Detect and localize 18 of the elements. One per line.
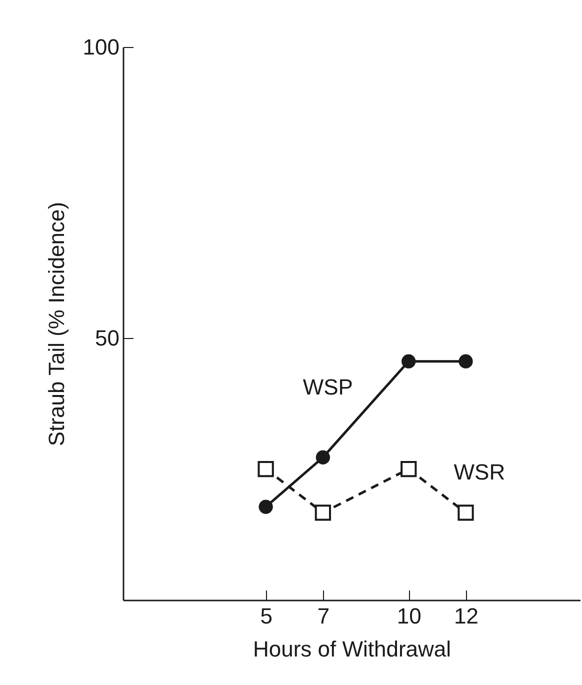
series-label: WSP [302, 374, 353, 400]
point [258, 500, 273, 514]
point [258, 460, 274, 478]
y-axis-title: Straub Tail (% Incidence) [44, 202, 69, 446]
x-tick-label: 12 [454, 604, 478, 628]
y-tick-label: 50 [95, 326, 120, 351]
point [458, 504, 474, 521]
point [316, 450, 330, 464]
x-tick-label: 5 [260, 604, 272, 628]
x-tick-label: 10 [396, 604, 422, 628]
point [400, 460, 417, 478]
x-tick-label: 7 [317, 604, 330, 628]
point [314, 504, 332, 521]
series-label: WSR [454, 460, 506, 485]
point [402, 354, 416, 368]
point [458, 354, 473, 368]
y-tick-label: 100 [82, 34, 120, 60]
x-axis-title: Hours of Withdrawal [252, 636, 452, 662]
